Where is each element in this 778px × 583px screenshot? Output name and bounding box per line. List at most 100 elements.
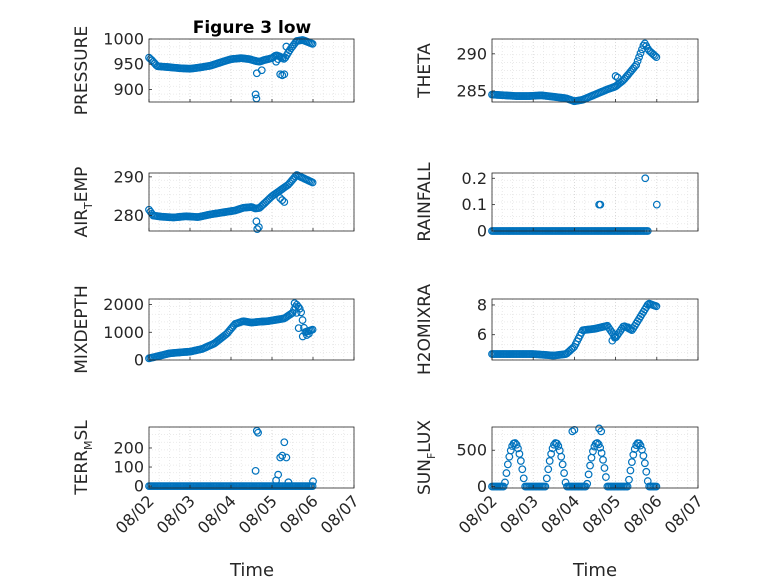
- y-tick-label: 0: [477, 477, 487, 496]
- y-axis-label: THETA: [415, 43, 435, 99]
- data-point: [512, 440, 521, 449]
- data-point: [276, 194, 285, 203]
- data-point: [292, 308, 301, 317]
- data-point: [284, 478, 293, 487]
- x-axis-label-right: Time: [572, 560, 617, 581]
- data-point: [280, 70, 289, 79]
- y-label-rest: SL: [72, 420, 92, 441]
- data-point: [636, 441, 645, 450]
- data-point: [632, 61, 641, 69]
- data-point: [294, 324, 303, 333]
- y-label-main: TERR: [72, 450, 92, 496]
- data-point: [254, 428, 262, 437]
- data-point: [554, 442, 563, 450]
- data-point: [596, 200, 605, 209]
- data-point: [282, 453, 291, 462]
- series-markers: [145, 299, 317, 363]
- subplot-4: 0 0.1 0.2 RAINFALL: [415, 162, 699, 242]
- data-point: [254, 223, 263, 232]
- data-point: [280, 198, 289, 206]
- data-point: [627, 458, 636, 466]
- data-point: [589, 447, 597, 456]
- axes-box: [148, 298, 355, 361]
- data-point: [514, 444, 522, 453]
- data-point: [652, 200, 661, 209]
- data-point: [501, 478, 509, 487]
- y-tick-label: 8: [477, 295, 487, 314]
- y-axis-label: H2OMIXRA: [415, 284, 435, 375]
- y-tick-label: 900: [113, 80, 144, 99]
- data-point: [516, 457, 525, 465]
- data-point: [643, 300, 652, 309]
- data-point: [518, 465, 527, 474]
- axes-box: [491, 426, 699, 489]
- data-point: [652, 482, 661, 491]
- y-label-subscript: F: [425, 453, 438, 459]
- y-tick-label: 1000: [103, 30, 144, 49]
- data-point: [611, 72, 620, 80]
- data-point: [305, 329, 313, 338]
- axes-box: [491, 298, 699, 361]
- y-tick-label: 6: [477, 325, 487, 344]
- axes-box: [148, 426, 355, 489]
- y-axis-label: AIRTEMP: [72, 167, 95, 238]
- y-label-subscript: M: [82, 441, 95, 451]
- data-point: [542, 474, 551, 483]
- y-label-rest: LUX: [415, 420, 435, 453]
- subplot-3: 280 290 AIRTEMP: [72, 167, 355, 238]
- data-point: [274, 55, 283, 64]
- data-point: [597, 427, 606, 436]
- data-point: [652, 302, 661, 311]
- data-point: [519, 474, 528, 483]
- data-point: [547, 449, 556, 458]
- data-point: [503, 460, 512, 469]
- y-tick-label: 950: [113, 55, 144, 74]
- data-point: [599, 455, 607, 464]
- data-point: [600, 464, 609, 472]
- axes-box: [491, 38, 699, 103]
- gridlines: [148, 298, 355, 361]
- axes-box: [148, 38, 355, 103]
- data-point: [308, 39, 317, 48]
- data-point: [282, 42, 291, 51]
- axes-box: [491, 172, 699, 232]
- y-axis-label: TERRMSL: [72, 420, 95, 496]
- y-tick-label: 200: [113, 438, 144, 457]
- data-point: [515, 449, 524, 458]
- data-point: [280, 438, 289, 447]
- data-point: [642, 467, 651, 476]
- y-tick-label: 0: [134, 477, 144, 496]
- data-point: [252, 426, 261, 435]
- data-point: [558, 460, 567, 469]
- y-tick-label: 0.1: [462, 195, 487, 214]
- data-point: [602, 473, 610, 481]
- subplot-1: 900 950 1000 PRESSURE: [72, 26, 355, 115]
- subplot-6: 6 8 H2OMIXRA: [415, 284, 699, 375]
- data-point: [652, 53, 661, 62]
- y-axis-label: RAINFALL: [415, 162, 435, 242]
- data-point: [309, 477, 317, 486]
- data-point: [499, 482, 508, 491]
- y-axis-label: SUNFLUX: [415, 420, 438, 495]
- data-point: [583, 479, 592, 488]
- axes-box: [148, 172, 355, 232]
- data-point: [596, 443, 605, 452]
- y-label-main: AIR: [72, 209, 92, 238]
- data-point: [640, 459, 649, 468]
- y-tick-label: 280: [113, 206, 144, 225]
- data-point: [651, 51, 659, 60]
- series-markers: [145, 171, 317, 233]
- y-tick-label: 500: [456, 441, 487, 460]
- data-point: [625, 475, 633, 484]
- data-point: [308, 178, 317, 187]
- data-point: [641, 174, 650, 183]
- data-point: [253, 225, 262, 233]
- figure-title: Figure 3 low: [193, 18, 312, 38]
- data-point: [541, 482, 550, 491]
- y-tick-label: 0: [134, 351, 144, 370]
- y-axis-label: PRESSURE: [72, 26, 92, 115]
- data-point: [624, 323, 632, 332]
- data-point: [502, 469, 511, 477]
- subplot-2: 285 290 THETA: [415, 38, 699, 106]
